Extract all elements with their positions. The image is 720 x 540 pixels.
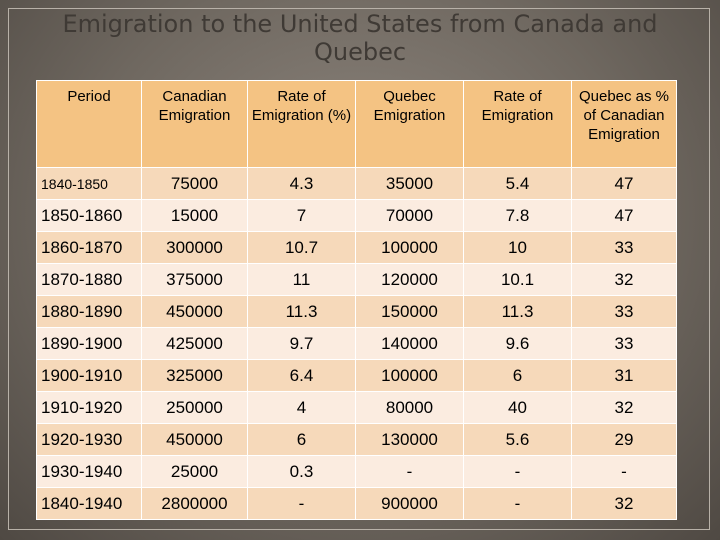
cell-quebec-emigration: 35000 xyxy=(355,167,464,200)
emigration-table-container: Period Canadian Emigration Rate of Emigr… xyxy=(36,80,677,520)
slide-title: Emigration to the United States from Can… xyxy=(62,10,658,66)
header-canadian-emigration: Canadian Emigration xyxy=(141,80,248,168)
cell-period: 1870-1880 xyxy=(36,263,142,296)
cell-quebec-emigration: 150000 xyxy=(355,295,464,328)
cell-quebec-rate: 7.8 xyxy=(463,199,572,232)
cell-quebec-rate: 11.3 xyxy=(463,295,572,328)
cell-quebec-share: 32 xyxy=(571,391,677,424)
cell-quebec-emigration: 130000 xyxy=(355,423,464,456)
header-quebec-share: Quebec as % of Canadian Emigration xyxy=(571,80,677,168)
cell-canadian-rate: 7 xyxy=(247,199,356,232)
table-row: 1920-1930 450000 6 130000 5.6 29 xyxy=(36,423,677,456)
cell-period: 1910-1920 xyxy=(36,391,142,424)
table-row: 1890-1900 425000 9.7 140000 9.6 33 xyxy=(36,327,677,360)
cell-quebec-rate: - xyxy=(463,455,572,488)
cell-period: 1850-1860 xyxy=(36,199,142,232)
cell-canadian-emigration: 75000 xyxy=(141,167,248,200)
cell-canadian-emigration: 25000 xyxy=(141,455,248,488)
cell-quebec-share: 33 xyxy=(571,295,677,328)
cell-quebec-share: 32 xyxy=(571,487,677,520)
cell-canadian-emigration: 375000 xyxy=(141,263,248,296)
cell-canadian-rate: 4 xyxy=(247,391,356,424)
header-period: Period xyxy=(36,80,142,168)
cell-quebec-emigration: - xyxy=(355,455,464,488)
cell-canadian-emigration: 15000 xyxy=(141,199,248,232)
table-row: 1910-1920 250000 4 80000 40 32 xyxy=(36,391,677,424)
cell-quebec-share: - xyxy=(571,455,677,488)
cell-quebec-share: 33 xyxy=(571,327,677,360)
cell-canadian-emigration: 2800000 xyxy=(141,487,248,520)
slide-frame xyxy=(8,8,710,530)
cell-period: 1840-1940 xyxy=(36,487,142,520)
table-header: Period Canadian Emigration Rate of Emigr… xyxy=(36,80,677,168)
cell-quebec-rate: 5.4 xyxy=(463,167,572,200)
cell-quebec-emigration: 900000 xyxy=(355,487,464,520)
cell-canadian-rate: 11 xyxy=(247,263,356,296)
cell-quebec-share: 31 xyxy=(571,359,677,392)
cell-canadian-emigration: 450000 xyxy=(141,295,248,328)
cell-canadian-rate: 10.7 xyxy=(247,231,356,264)
cell-quebec-rate: - xyxy=(463,487,572,520)
header-canadian-rate: Rate of Emigration (%) xyxy=(247,80,356,168)
table-row: 1840-1940 2800000-900000-32 xyxy=(36,487,677,520)
cell-canadian-emigration: 300000 xyxy=(141,231,248,264)
cell-period: 1900-1910 xyxy=(36,359,142,392)
cell-canadian-emigration: 325000 xyxy=(141,359,248,392)
cell-quebec-rate: 6 xyxy=(463,359,572,392)
cell-quebec-emigration: 70000 xyxy=(355,199,464,232)
header-row: Period Canadian Emigration Rate of Emigr… xyxy=(36,80,677,168)
table-row: 1900-1910 325000 6.4 100000 6 31 xyxy=(36,359,677,392)
cell-quebec-rate: 40 xyxy=(463,391,572,424)
cell-quebec-rate: 9.6 xyxy=(463,327,572,360)
cell-period: 1920-1930 xyxy=(36,423,142,456)
cell-quebec-rate: 5.6 xyxy=(463,423,572,456)
cell-canadian-rate: 9.7 xyxy=(247,327,356,360)
cell-period: 1860-1870 xyxy=(36,231,142,264)
table-row: 1870-1880 375000 11 120000 10.1 32 xyxy=(36,263,677,296)
cell-quebec-rate: 10.1 xyxy=(463,263,572,296)
emigration-table: Period Canadian Emigration Rate of Emigr… xyxy=(36,80,677,520)
cell-canadian-emigration: 425000 xyxy=(141,327,248,360)
cell-canadian-rate: - xyxy=(247,487,356,520)
cell-period: 1880-1890 xyxy=(36,295,142,328)
header-quebec-rate: Rate of Emigration xyxy=(463,80,572,168)
table-row: 1850-1860 15000 7 70000 7.8 47 xyxy=(36,199,677,232)
cell-quebec-emigration: 120000 xyxy=(355,263,464,296)
table-body: 1840-1850 75000 4.3 35000 5.4 47 1850-1860 1500… xyxy=(36,167,677,520)
cell-period: 1930-1940 xyxy=(36,455,142,488)
cell-quebec-emigration: 80000 xyxy=(355,391,464,424)
cell-quebec-share: 47 xyxy=(571,199,677,232)
table-row: 1880-1890 450000 11.3 150000 11.3 33 xyxy=(36,295,677,328)
cell-quebec-rate: 10 xyxy=(463,231,572,264)
cell-canadian-rate: 11.3 xyxy=(247,295,356,328)
table-row: 1840-1850 75000 4.3 35000 5.4 47 xyxy=(36,167,677,200)
cell-quebec-emigration: 100000 xyxy=(355,231,464,264)
cell-canadian-rate: 0.3 xyxy=(247,455,356,488)
table-row: 1860-1870 300000 10.7 100000 10 33 xyxy=(36,231,677,264)
header-quebec-emigration: Quebec Emigration xyxy=(355,80,464,168)
cell-canadian-rate: 6.4 xyxy=(247,359,356,392)
cell-canadian-emigration: 450000 xyxy=(141,423,248,456)
cell-quebec-share: 47 xyxy=(571,167,677,200)
cell-canadian-emigration: 250000 xyxy=(141,391,248,424)
table-row: 1930-1940 25000 0.3- - - xyxy=(36,455,677,488)
cell-period: 1890-1900 xyxy=(36,327,142,360)
cell-period: 1840-1850 xyxy=(36,167,142,200)
cell-quebec-emigration: 140000 xyxy=(355,327,464,360)
cell-canadian-rate: 6 xyxy=(247,423,356,456)
cell-canadian-rate: 4.3 xyxy=(247,167,356,200)
cell-quebec-share: 32 xyxy=(571,263,677,296)
cell-quebec-emigration: 100000 xyxy=(355,359,464,392)
cell-quebec-share: 33 xyxy=(571,231,677,264)
cell-quebec-share: 29 xyxy=(571,423,677,456)
